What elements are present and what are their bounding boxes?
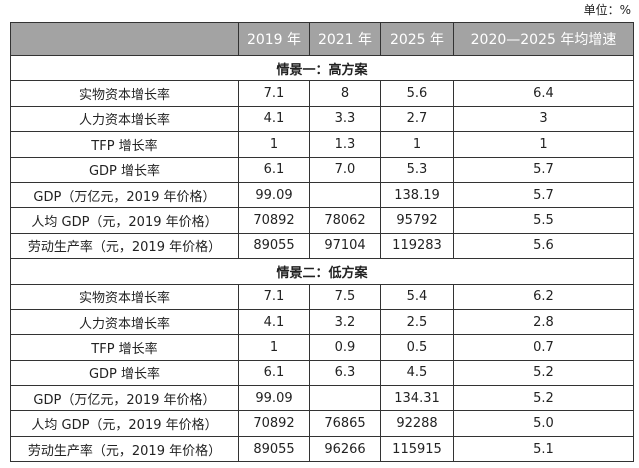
cell: 5.6 [380, 80, 454, 107]
header-row: 2019 年 2021 年 2025 年 2020—2025 年均增速 [10, 22, 634, 56]
cell: 6.4 [453, 80, 634, 107]
cell: 6.3 [309, 359, 381, 387]
cell: 2.8 [453, 308, 634, 336]
row-label: 劳动生产率（元，2019 年价格） [10, 232, 239, 260]
row-label: 实物资本增长率 [10, 283, 239, 310]
cell: 78062 [309, 207, 381, 234]
column-header: 2020—2025 年均增速 [453, 22, 634, 56]
row-label: 人力资本增长率 [10, 308, 239, 336]
data-row: 人均 GDP（元，2019 年价格） 70892 78062 95792 5.5 [10, 207, 634, 234]
row-label: 实物资本增长率 [10, 80, 239, 107]
table-body: 情景一：高方案 实物资本增长率 7.1 8 5.6 6.4 人力资本增长率 4.1 3.3 2.7… [10, 54, 634, 463]
cell: 1 [453, 131, 634, 158]
data-row: GDP（万亿元，2019 年价格） 99.09 138.19 5.7 [10, 181, 634, 209]
cell: 2.7 [380, 105, 454, 133]
data-row: 劳动生产率（元，2019 年价格） 89055 97104 119283 5.6 [10, 232, 634, 260]
cell [309, 181, 381, 209]
cell: 1 [238, 334, 310, 361]
cell: 70892 [238, 410, 310, 437]
cell: 3.3 [309, 105, 381, 133]
cell: 115915 [380, 435, 454, 463]
row-label: 人均 GDP（元，2019 年价格） [10, 410, 239, 437]
row-label: GDP（万亿元，2019 年价格） [10, 385, 239, 412]
data-row: GDP（万亿元，2019 年价格） 99.09 134.31 5.2 [10, 385, 634, 412]
cell: 119283 [380, 232, 454, 260]
cell: 7.1 [238, 283, 310, 310]
data-row: 实物资本增长率 7.1 8 5.6 6.4 [10, 80, 634, 107]
cell: 0.9 [309, 334, 381, 361]
cell: 5.0 [453, 410, 634, 437]
section-title: 情景一：高方案 [10, 54, 634, 82]
data-table: 2019 年 2021 年 2025 年 2020—2025 年均增速 情景一：高方案… [10, 22, 634, 463]
data-row: TFP 增长率 1 1.3 1 1 [10, 131, 634, 158]
unit-label: 单位：% [583, 3, 631, 17]
row-label: GDP（万亿元，2019 年价格） [10, 181, 239, 209]
row-label: GDP 增长率 [10, 359, 239, 387]
column-header: 2019 年 [238, 22, 310, 56]
cell: 138.19 [380, 181, 454, 209]
cell: 5.2 [453, 385, 634, 412]
cell: 4.1 [238, 308, 310, 336]
cell: 0.5 [380, 334, 454, 361]
column-header [10, 22, 239, 56]
section-title: 情景二：低方案 [10, 258, 634, 285]
cell: 89055 [238, 435, 310, 463]
data-row: GDP 增长率 6.1 6.3 4.5 5.2 [10, 359, 634, 387]
cell: 5.6 [453, 232, 634, 260]
row-label: 人均 GDP（元，2019 年价格） [10, 207, 239, 234]
cell [309, 385, 381, 412]
cell: 7.5 [309, 283, 381, 310]
cell: 5.2 [453, 359, 634, 387]
data-row: 劳动生产率（元，2019 年价格） 89055 96266 115915 5.1 [10, 435, 634, 463]
cell: 0.7 [453, 334, 634, 361]
cell: 89055 [238, 232, 310, 260]
cell: 96266 [309, 435, 381, 463]
row-label: 人力资本增长率 [10, 105, 239, 133]
cell: 3 [453, 105, 634, 133]
row-label: TFP 增长率 [10, 334, 239, 361]
row-label: 劳动生产率（元，2019 年价格） [10, 435, 239, 463]
cell: 5.7 [453, 156, 634, 183]
cell: 4.1 [238, 105, 310, 133]
data-row: 实物资本增长率 7.1 7.5 5.4 6.2 [10, 283, 634, 310]
cell: 7.0 [309, 156, 381, 183]
column-header: 2025 年 [380, 22, 454, 56]
cell: 5.4 [380, 283, 454, 310]
cell: 70892 [238, 207, 310, 234]
cell: 1 [238, 131, 310, 158]
cell: 8 [309, 80, 381, 107]
data-row: 人力资本增长率 4.1 3.3 2.7 3 [10, 105, 634, 133]
cell: 97104 [309, 232, 381, 260]
cell: 99.09 [238, 385, 310, 412]
cell: 92288 [380, 410, 454, 437]
cell: 5.5 [453, 207, 634, 234]
cell: 5.3 [380, 156, 454, 183]
column-header: 2021 年 [309, 22, 381, 56]
data-row: GDP 增长率 6.1 7.0 5.3 5.7 [10, 156, 634, 183]
data-row: 人力资本增长率 4.1 3.2 2.5 2.8 [10, 308, 634, 336]
cell: 5.1 [453, 435, 634, 463]
section-row: 情景一：高方案 [10, 54, 634, 82]
cell: 7.1 [238, 80, 310, 107]
cell: 5.7 [453, 181, 634, 209]
cell: 76865 [309, 410, 381, 437]
cell: 1 [380, 131, 454, 158]
row-label: TFP 增长率 [10, 131, 239, 158]
section-row: 情景二：低方案 [10, 258, 634, 285]
cell: 3.2 [309, 308, 381, 336]
cell: 6.2 [453, 283, 634, 310]
cell: 2.5 [380, 308, 454, 336]
data-row: 人均 GDP（元，2019 年价格） 70892 76865 92288 5.0 [10, 410, 634, 437]
cell: 99.09 [238, 181, 310, 209]
cell: 95792 [380, 207, 454, 234]
cell: 6.1 [238, 156, 310, 183]
row-label: GDP 增长率 [10, 156, 239, 183]
cell: 4.5 [380, 359, 454, 387]
data-row: TFP 增长率 1 0.9 0.5 0.7 [10, 334, 634, 361]
cell: 1.3 [309, 131, 381, 158]
cell: 6.1 [238, 359, 310, 387]
cell: 134.31 [380, 385, 454, 412]
